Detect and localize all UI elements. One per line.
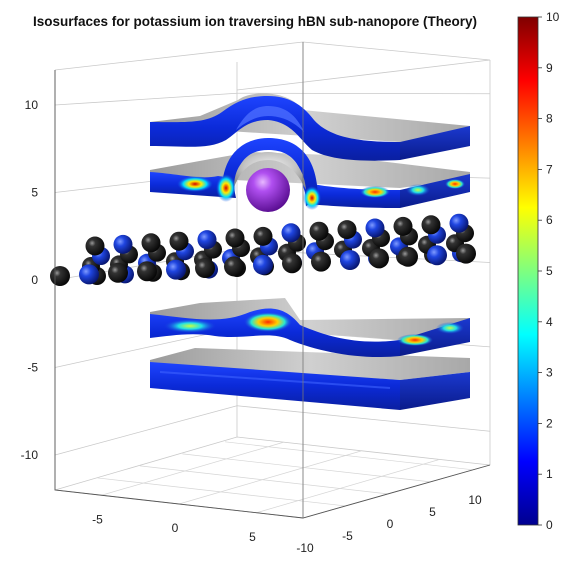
colorbar-tick-label: 8 xyxy=(546,112,553,126)
chart-title: Isosurfaces for potassium ion traversing… xyxy=(32,14,478,29)
z-gridline xyxy=(236,405,491,432)
boron-atom xyxy=(365,218,385,238)
nitrogen-atom xyxy=(195,258,215,278)
nitrogen-atom xyxy=(398,246,418,267)
hbn-sheet xyxy=(50,213,476,286)
z-tick-label: -10 xyxy=(21,448,39,462)
y-tick-label: 5 xyxy=(429,505,436,519)
colorbar-tick-label: 10 xyxy=(546,10,560,24)
upper-slab xyxy=(150,93,470,161)
z-gridline xyxy=(236,92,491,95)
colorbar-tick-label: 0 xyxy=(546,518,553,532)
colorbar-tick-label: 1 xyxy=(546,467,553,481)
nitrogen-atom xyxy=(311,251,331,272)
boron-atom xyxy=(79,264,99,285)
boron-atom xyxy=(281,223,301,243)
lower-density-slab xyxy=(150,298,470,358)
x-gridline xyxy=(256,459,439,514)
potassium-ion xyxy=(246,168,290,212)
y-gridline xyxy=(182,453,431,483)
x-tick-label: -5 xyxy=(92,512,103,526)
nitrogen-atom xyxy=(108,262,128,283)
nitrogen-atom xyxy=(224,256,244,277)
nitrogen-atom xyxy=(421,215,441,235)
colorbar-tick-label: 4 xyxy=(546,315,553,329)
y-gridline xyxy=(139,465,389,495)
colorbar-tick-label: 5 xyxy=(546,264,553,278)
nitrogen-atom xyxy=(85,236,105,256)
y-gridline xyxy=(224,441,474,471)
boron-atom xyxy=(197,230,217,250)
y-tick-label: 0 xyxy=(387,517,394,531)
boron-atom xyxy=(166,259,186,280)
z-gridline xyxy=(54,405,238,456)
y-tick-label: -10 xyxy=(296,541,314,555)
nitrogen-atom xyxy=(50,266,70,286)
nitrogen-atom xyxy=(141,233,161,253)
boron-atom xyxy=(340,250,360,270)
colorbar-tick-label: 9 xyxy=(546,61,553,75)
boron-atom xyxy=(427,245,447,266)
nitrogen-atom xyxy=(309,221,329,241)
axes-grid-front xyxy=(54,42,491,519)
z-tick-label: 10 xyxy=(25,98,39,112)
colorbar-tick-label: 7 xyxy=(546,162,553,176)
axis-ticks: 10 5 0 -5 -10 -5 0 5 10 5 0 -5 -10 xyxy=(21,98,482,555)
y-gridline xyxy=(97,477,346,507)
nitrogen-atom xyxy=(456,243,476,264)
x-gridline xyxy=(101,441,284,496)
nitrogen-atom xyxy=(137,261,157,282)
z-gridline xyxy=(54,92,238,106)
x-tick-label: 5 xyxy=(249,530,256,544)
nitrogen-atom xyxy=(225,228,245,248)
z-tick-label: 0 xyxy=(31,273,38,287)
nitrogen-atom xyxy=(253,226,273,246)
z-tick-label: -5 xyxy=(27,361,38,375)
y-tick-label: 10 xyxy=(468,493,482,507)
x-gridline xyxy=(178,450,362,505)
x-tick-label: 0 xyxy=(172,521,179,535)
colorbar-tick-label: 3 xyxy=(546,366,553,380)
axis-frame xyxy=(54,70,491,519)
lower-slab xyxy=(150,348,470,410)
colorbar-gradient xyxy=(517,16,539,526)
nitrogen-atom xyxy=(337,220,357,240)
z-tick-label: 5 xyxy=(31,186,38,200)
y-tick-label: -5 xyxy=(342,529,353,543)
nitrogen-atom xyxy=(393,216,413,236)
nitrogen-atom xyxy=(369,248,389,269)
boron-atom xyxy=(449,213,469,233)
boron-atom xyxy=(113,234,133,254)
boron-atom xyxy=(253,254,273,275)
colorbar-tick-label: 6 xyxy=(546,213,553,227)
colorbar-tick-label: 2 xyxy=(546,416,553,430)
nitrogen-atom xyxy=(282,253,302,274)
upper-density-slab xyxy=(150,138,470,210)
nitrogen-atom xyxy=(169,231,189,251)
